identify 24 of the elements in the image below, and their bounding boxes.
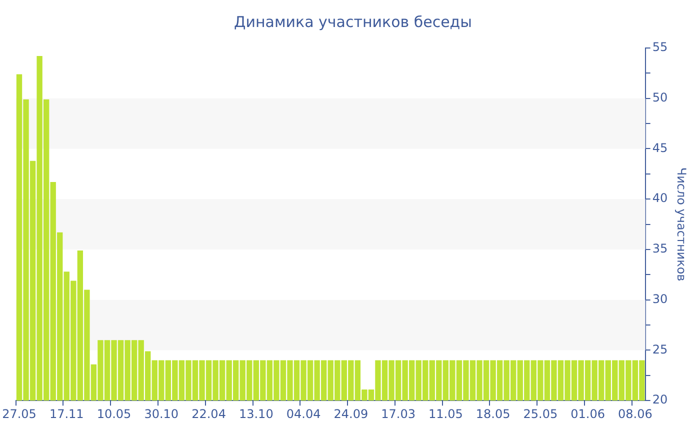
x-tick-label: 30.10	[144, 406, 179, 421]
x-tick-label: 10.05	[96, 406, 132, 421]
x-tick-label: 17.03	[381, 406, 416, 421]
x-tick-label: 22.04	[192, 406, 226, 421]
x-tick-label: 25.05	[523, 406, 558, 421]
y-tick-label: 20	[652, 392, 668, 407]
x-tick-label: 24.09	[334, 406, 368, 421]
y-tick-label: 35	[652, 242, 668, 256]
chart-title: Динамика участников беседы	[234, 12, 472, 31]
x-tick-label: 17.11	[49, 406, 84, 421]
x-tick-label: 08.06	[618, 406, 652, 421]
x-tick-label: 18.05	[476, 406, 510, 421]
y-tick-label: 40	[652, 191, 668, 206]
y-tick-label: 50	[652, 90, 668, 104]
y-tick-label: 25	[652, 342, 668, 356]
x-tick-label: 11.05	[428, 406, 463, 421]
y-tick-label: 55	[652, 40, 668, 54]
y-tick-label: 30	[652, 292, 668, 306]
x-tick-label: 27.05	[2, 406, 36, 421]
x-tick-label: 13.10	[238, 406, 274, 421]
x-tick-label: 04.04	[286, 406, 321, 421]
x-tick-label: 01.06	[570, 406, 605, 421]
y-tick-label: 45	[652, 140, 668, 155]
y-axis-title: Число участников	[674, 167, 689, 282]
